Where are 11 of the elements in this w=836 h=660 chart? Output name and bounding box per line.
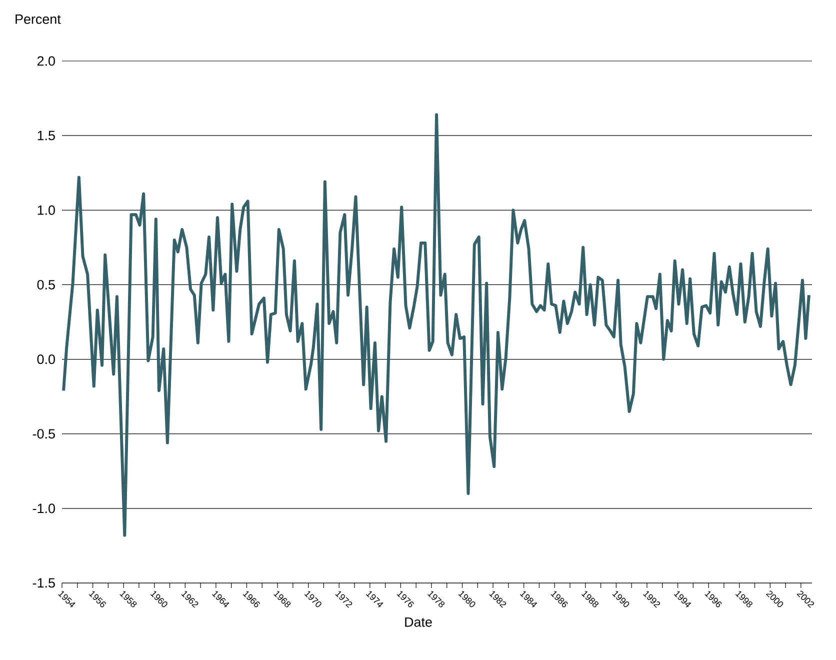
y-tick-label: 2.0 xyxy=(37,56,55,66)
y-tick-label: -1.5 xyxy=(32,578,55,588)
y-tick-label: -0.5 xyxy=(32,429,55,439)
x-axis-title: Date xyxy=(405,617,432,627)
y-axis-title: Percent xyxy=(16,14,61,24)
y-tick-label: 0.5 xyxy=(37,280,55,290)
y-tick-label: -1.0 xyxy=(32,504,55,514)
y-tick-label: 0.0 xyxy=(37,354,55,364)
y-tick-label: 1.0 xyxy=(38,205,55,215)
line-series xyxy=(62,113,810,537)
y-tick-label: 1.5 xyxy=(38,130,55,140)
